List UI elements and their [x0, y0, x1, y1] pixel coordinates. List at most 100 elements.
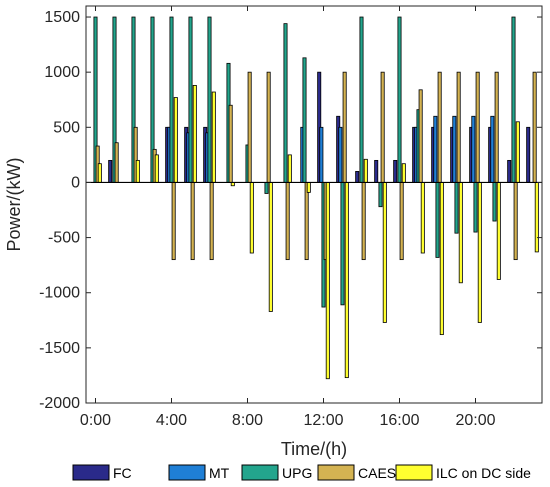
- bar-caes-19: [456, 71, 461, 183]
- bar-ilc-on-dc-side-12: [325, 182, 330, 380]
- bar-upg-5: [188, 16, 193, 183]
- bar-mt-19: [452, 115, 457, 183]
- y-tick-label: -1500: [39, 340, 80, 357]
- bar-upg-21: [492, 182, 497, 222]
- bar-upg-11: [302, 57, 307, 183]
- bar-upg-4: [169, 16, 174, 183]
- bar-caes-5: [190, 182, 195, 261]
- bar-caes-8: [247, 71, 252, 183]
- y-tick-label: -1000: [39, 285, 80, 302]
- bar-ilc-on-dc-side-19: [458, 182, 463, 284]
- bar-caes-6: [209, 182, 214, 261]
- bar-caes-1: [114, 142, 119, 183]
- bar-upg-19: [454, 182, 459, 234]
- bar-ilc-on-dc-side-5: [192, 85, 197, 183]
- legend-swatch: [72, 464, 110, 481]
- x-axis-label: Time/(h): [281, 439, 347, 459]
- bar-ilc-on-dc-side-13: [344, 182, 349, 379]
- legend-swatch: [168, 464, 206, 481]
- bar-mt-20: [471, 115, 476, 183]
- bar-ilc-on-dc-side-9: [268, 182, 273, 312]
- legend-label: FC: [113, 465, 132, 481]
- bar-upg-13: [340, 182, 345, 306]
- bar-fc-22: [507, 159, 512, 183]
- bar-caes-14: [361, 182, 366, 261]
- bar-ilc-on-dc-side-4: [173, 97, 178, 183]
- bar-fc-23: [526, 126, 531, 183]
- bar-caes-4: [171, 182, 176, 261]
- x-tick-label: 16:00: [379, 412, 419, 429]
- legend-label: ILC on DC side: [436, 465, 531, 481]
- bar-fc-15: [374, 159, 379, 183]
- legend-label: CAES: [358, 465, 396, 481]
- y-tick-label: 0: [71, 174, 80, 191]
- bar-ilc-on-dc-side-2: [135, 159, 140, 183]
- y-tick-label: 1000: [44, 64, 80, 81]
- legend-label: UPG: [282, 465, 312, 481]
- bar-caes-21: [494, 71, 499, 183]
- bar-caes-23: [532, 71, 537, 183]
- bar-upg-16: [397, 16, 402, 183]
- bar-ilc-on-dc-side-20: [477, 182, 482, 323]
- bar-upg-9: [264, 182, 269, 194]
- y-tick-label: -500: [48, 230, 80, 247]
- bar-ilc-on-dc-side-10: [287, 154, 292, 183]
- bar-caes-13: [342, 71, 347, 183]
- y-ticks: -2000 -1500 -1000 -500 0 500 1000 1500: [39, 9, 542, 412]
- bar-mt-21: [490, 115, 495, 183]
- bar-ilc-on-dc-side-15: [382, 182, 387, 323]
- bar-caes-18: [437, 71, 442, 183]
- bar-upg-6: [207, 16, 212, 183]
- x-tick-label: 0:00: [80, 412, 111, 429]
- y-tick-label: 500: [53, 119, 80, 136]
- bar-ilc-on-dc-side-3: [154, 154, 159, 183]
- bar-upg-20: [473, 182, 478, 233]
- bar-ilc-on-dc-side-0: [97, 163, 102, 183]
- legend-swatch: [317, 464, 355, 481]
- bar-caes-15: [380, 71, 385, 183]
- y-tick-label: -2000: [39, 395, 80, 412]
- legend-swatch: [241, 464, 279, 481]
- bar-caes-17: [418, 89, 423, 183]
- bar-ilc-on-dc-side-17: [420, 182, 425, 254]
- bar-caes-7: [228, 104, 233, 183]
- bar-fc-1: [108, 159, 113, 183]
- x-tick-label: 20:00: [455, 412, 495, 429]
- bar-caes-16: [399, 182, 404, 261]
- legend-swatch: [395, 464, 433, 481]
- bar-ilc-on-dc-side-21: [496, 182, 501, 280]
- plot-frame: [85, 5, 543, 404]
- bar-upg-15: [378, 182, 383, 208]
- y-tick-label: 1500: [44, 9, 80, 26]
- bar-ilc-on-dc-side-23: [534, 182, 539, 253]
- x-tick-label: 4:00: [156, 412, 187, 429]
- bar-upg-18: [435, 182, 440, 258]
- bar-upg-22: [511, 16, 516, 183]
- bar-ilc-on-dc-side-8: [249, 182, 254, 254]
- bar-fc-16: [393, 159, 398, 183]
- bar-caes-22: [513, 182, 518, 261]
- bar-mt-18: [433, 115, 438, 183]
- bar-mt-12: [319, 126, 324, 183]
- bar-ilc-on-dc-side-6: [211, 91, 216, 183]
- x-tick-label: 12:00: [303, 412, 343, 429]
- bar-caes-20: [475, 71, 480, 183]
- bar-caes-10: [285, 182, 290, 261]
- y-axis-label: Power/(kW): [4, 158, 24, 252]
- bar-upg-10: [283, 23, 288, 183]
- bar-ilc-on-dc-side-22: [515, 121, 520, 183]
- x-tick-label: 8:00: [232, 412, 263, 429]
- legend: FC MT UPG CAES ILC on DC side: [71, 462, 550, 482]
- bar-caes-9: [266, 71, 271, 183]
- bar-ilc-on-dc-side-18: [439, 182, 444, 336]
- bar-ilc-on-dc-side-16: [401, 163, 406, 183]
- bar-ilc-on-dc-side-11: [306, 182, 311, 193]
- bar-mt-13: [338, 126, 343, 183]
- bar-upg-14: [359, 16, 364, 183]
- bar-ilc-on-dc-side-14: [363, 158, 368, 183]
- x-ticks: 0:00 4:00 8:00 12:00 16:00 20:00: [80, 6, 496, 429]
- legend-label: MT: [209, 465, 230, 481]
- bar-caes-11: [304, 182, 309, 261]
- bar-fc-14: [355, 171, 360, 183]
